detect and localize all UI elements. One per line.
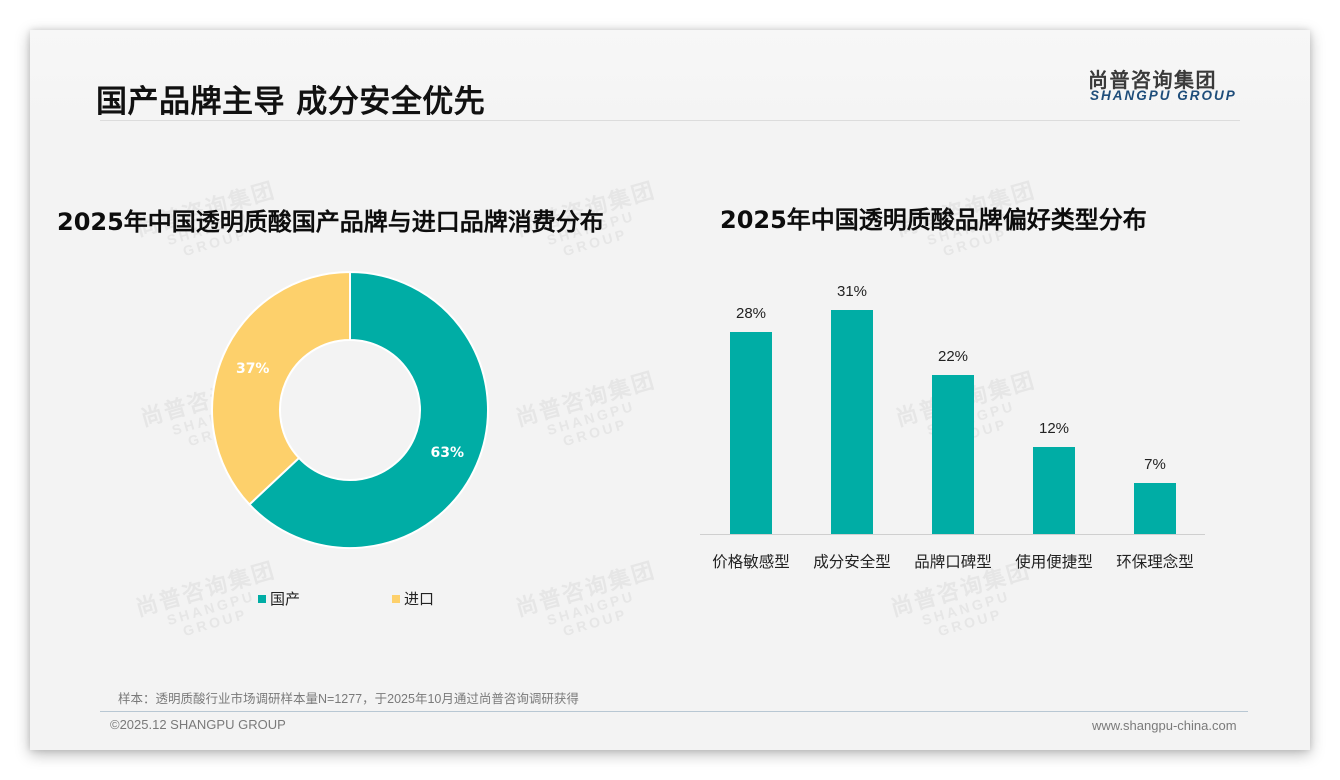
header-divider (100, 120, 1240, 121)
legend-label-imported: 进口 (404, 591, 435, 608)
bar (730, 331, 772, 534)
legend-swatch-imported (392, 594, 400, 603)
copyright: ©2025.12 SHANGPU GROUP (110, 717, 286, 732)
bar (1033, 447, 1075, 534)
bar (932, 374, 974, 534)
x-axis-category-label: 使用便捷型 (1015, 554, 1093, 571)
x-axis-category-label: 价格敏感型 (712, 554, 790, 571)
bar-data-label: 28% (735, 304, 767, 322)
donut-svg: 63% 37% (211, 270, 489, 549)
sample-note: 样本：透明质酸行业市场调研样本量N=1277，于2025年10月通过尚普咨询调研… (118, 692, 579, 706)
bar-data-label: 12% (1038, 420, 1070, 438)
bar-chart: 28% 价格敏感型 31% 成分安全型 22% 品牌口碑型 12% 使用便捷型 7% 环保理念型 (700, 270, 1220, 590)
x-axis-line (700, 534, 1205, 535)
page-title: 国产品牌主导 成分安全优先 (96, 84, 486, 120)
donut-data-label: 37% (236, 361, 270, 377)
legend-swatch-domestic (258, 594, 266, 603)
slide: 尚普咨询集团 SHANGPU GROUP 尚普咨询集团 SHANGPU GROUP 尚普… (30, 30, 1310, 750)
donut-chart: 63% 37% (210, 270, 490, 550)
x-axis-category-label: 环保理念型 (1116, 554, 1194, 571)
company-logo-en: SHANGPU GROUP (1090, 88, 1237, 103)
bar (831, 309, 873, 534)
header-band (30, 30, 1310, 120)
bar-data-label: 7% (1144, 456, 1166, 474)
donut-slice-imported (211, 270, 351, 506)
bar (1134, 483, 1176, 534)
bar-data-label: 31% (836, 282, 868, 300)
bar-chart-title: 2025年中国透明质酸品牌偏好类型分布 (720, 206, 1147, 234)
legend-item-imported: 进口 (392, 588, 434, 609)
company-logo-cn: 尚普咨询集团 (1088, 68, 1217, 92)
x-axis-category-label: 品牌口碑型 (914, 554, 992, 571)
donut-chart-title: 2025年中国透明质酸国产品牌与进口品牌消费分布 (57, 208, 604, 236)
legend-label-domestic: 国产 (270, 591, 301, 608)
bar-data-label: 22% (937, 347, 969, 365)
website-link[interactable]: www.shangpu-china.com (1092, 718, 1237, 733)
donut-data-label: 63% (431, 445, 465, 461)
footer-divider (100, 711, 1248, 712)
x-axis-category-label: 成分安全型 (813, 554, 891, 571)
donut-slice-domestic (247, 270, 489, 549)
legend-item-domestic: 国产 (258, 588, 300, 609)
